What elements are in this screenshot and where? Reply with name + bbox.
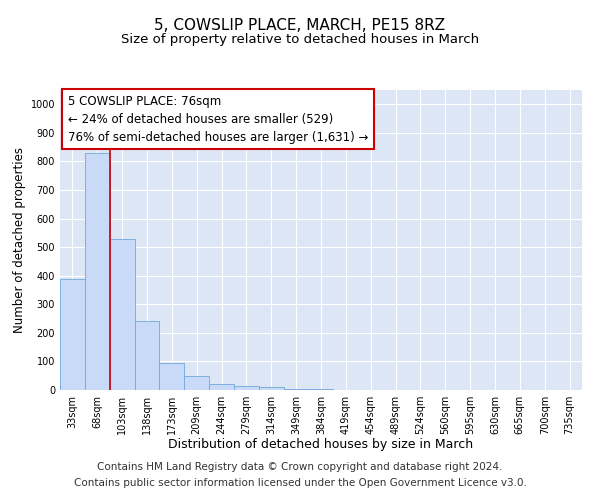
Text: 5 COWSLIP PLACE: 76sqm
← 24% of detached houses are smaller (529)
76% of semi-de: 5 COWSLIP PLACE: 76sqm ← 24% of detached…	[68, 94, 368, 144]
Y-axis label: Number of detached properties: Number of detached properties	[13, 147, 26, 333]
Bar	[85, 153, 110, 390]
Bar	[184, 376, 209, 390]
Bar	[134, 322, 160, 390]
X-axis label: Distribution of detached houses by size in March: Distribution of detached houses by size …	[169, 438, 473, 452]
Text: Contains public sector information licensed under the Open Government Licence v3: Contains public sector information licen…	[74, 478, 526, 488]
Text: Size of property relative to detached houses in March: Size of property relative to detached ho…	[121, 32, 479, 46]
Bar	[234, 386, 259, 390]
Bar	[284, 388, 308, 390]
Bar	[259, 387, 284, 390]
Text: 5, COWSLIP PLACE, MARCH, PE15 8RZ: 5, COWSLIP PLACE, MARCH, PE15 8RZ	[154, 18, 446, 32]
Bar	[160, 363, 184, 390]
Bar	[110, 238, 134, 390]
Bar	[60, 278, 85, 390]
Bar	[209, 384, 234, 390]
Bar	[308, 389, 334, 390]
Text: Contains HM Land Registry data © Crown copyright and database right 2024.: Contains HM Land Registry data © Crown c…	[97, 462, 503, 472]
